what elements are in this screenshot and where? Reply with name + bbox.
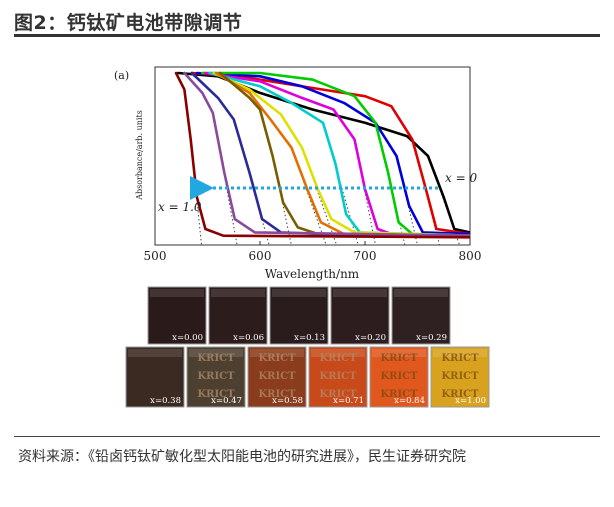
x-tick-label: 600 (249, 249, 272, 263)
figure-title: 图2：钙钛矿电池带隙调节 (14, 12, 243, 34)
film-swatch (247, 346, 307, 408)
krict-watermark: KRICT (197, 371, 235, 382)
film-photo: x=0.29 (391, 286, 451, 345)
figure-header: 图2：钙钛矿电池带隙调节 (14, 6, 600, 36)
film-glare (150, 289, 204, 297)
film-label: x=0.84 (394, 396, 425, 406)
krict-watermark: KRICT (319, 353, 357, 364)
film-swatch (330, 286, 390, 345)
absorbance-chart: (a) Absorbance/arb. units Wavelength/nm … (100, 55, 500, 285)
krict-watermark: KRICT (197, 353, 235, 364)
krict-watermark: KRICT (197, 389, 235, 400)
film-label: x=0.06 (233, 333, 264, 343)
film-photo: x=0.13 (269, 286, 329, 345)
header-divider (14, 34, 600, 37)
absorbance-curves (174, 71, 470, 239)
krict-watermark: KRICT (441, 353, 479, 364)
krict-watermark: KRICT (319, 371, 357, 382)
krict-watermark: KRICT (258, 371, 296, 382)
film-photo: x=0.20 (330, 286, 390, 345)
film-swatch (269, 286, 329, 345)
footer-divider (14, 436, 600, 437)
source-note: 资料来源：《铅卤钙钛矿敏化型太阳能电池的研究进展》，民生证券研究院 (18, 449, 466, 465)
x-tick-label: 500 (144, 249, 167, 263)
film-glare (394, 289, 448, 297)
krict-watermark: KRICT (258, 389, 296, 400)
krict-watermark: KRICT (258, 353, 296, 364)
panel-label: (a) (114, 69, 129, 82)
film-swatch (147, 286, 207, 345)
absorbance-curve-10 (183, 71, 470, 237)
film-glare (128, 349, 182, 357)
film-label: x=0.58 (272, 396, 303, 406)
film-photos: x=0.00 x=0.06 x=0.13 x=0.20 x=0.29 x=0.38 KRIC… (120, 285, 490, 410)
film-swatch (186, 346, 246, 408)
annotation-x1: x = 1.0 (158, 200, 202, 214)
film-label: x=1.00 (455, 396, 486, 406)
film-label: x=0.47 (211, 396, 242, 406)
absorbance-curve-6 (212, 71, 470, 237)
krict-watermark: KRICT (319, 389, 357, 400)
film-swatch (208, 286, 268, 345)
film-photo: x=0.00 (147, 286, 207, 345)
krict-watermark: KRICT (441, 389, 479, 400)
absorbance-curve-7 (214, 71, 470, 237)
film-label: x=0.20 (355, 333, 386, 343)
film-swatch (308, 346, 368, 408)
absorbance-curve-3 (201, 71, 470, 237)
film-photos-svg: x=0.00 x=0.06 x=0.13 x=0.20 x=0.29 x=0.38 KRIC… (125, 286, 490, 408)
film-glare (372, 349, 426, 357)
x-tick-label: 700 (354, 249, 377, 263)
x-axis-ticks: 500 600 700 800 (144, 241, 482, 263)
absorbance-curve-1 (190, 71, 470, 236)
film-glare (189, 349, 243, 357)
x-axis-label: Wavelength/nm (265, 267, 360, 281)
absorbance-chart-svg: (a) Absorbance/arb. units Wavelength/nm … (114, 66, 482, 281)
film-swatch (430, 346, 490, 408)
absorbance-curve-5 (208, 71, 470, 237)
band-edge-guide (396, 155, 418, 245)
x-tick-label: 800 (459, 249, 482, 263)
film-swatch (125, 346, 185, 408)
film-label: x=0.71 (333, 396, 364, 406)
film-swatch (369, 346, 429, 408)
krict-watermark: KRICT (380, 353, 418, 364)
krict-watermark: KRICT (380, 371, 418, 382)
film-photo: x=0.38 (125, 346, 185, 408)
film-label: x=0.13 (294, 333, 325, 343)
film-glare (211, 289, 265, 297)
film-glare (433, 349, 487, 357)
annotation-x0: x = 0 (445, 171, 477, 185)
krict-watermark: KRICT (380, 389, 418, 400)
film-label: x=0.29 (416, 333, 447, 343)
film-label: x=0.00 (172, 333, 203, 343)
film-swatch (391, 286, 451, 345)
y-axis-label: Absorbance/arb. units (135, 110, 144, 201)
film-glare (311, 349, 365, 357)
film-glare (250, 349, 304, 357)
film-label: x=0.38 (150, 396, 181, 406)
krict-watermark: KRICT (441, 371, 479, 382)
film-glare (272, 289, 326, 297)
film-photo: x=0.06 (208, 286, 268, 345)
film-glare (333, 289, 387, 297)
